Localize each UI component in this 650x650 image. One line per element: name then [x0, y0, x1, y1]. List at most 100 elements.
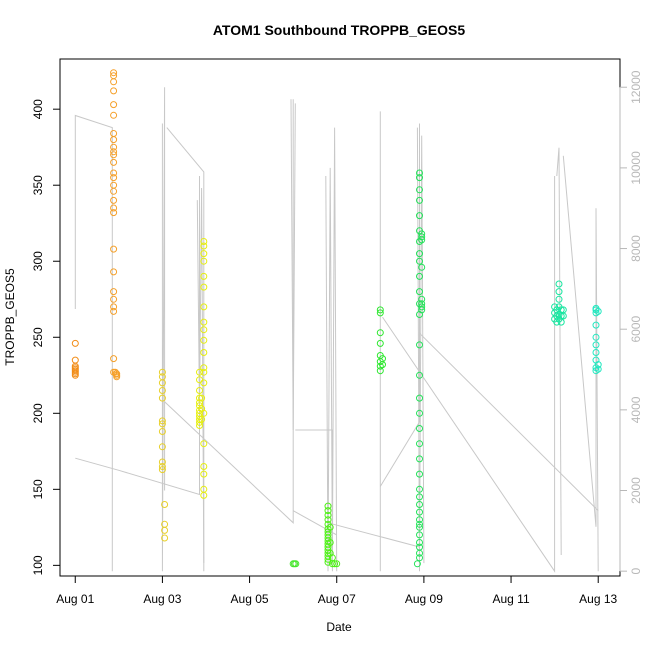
data-point	[158, 394, 166, 402]
data-point	[416, 212, 423, 220]
x-tick-label: Aug 05	[231, 592, 269, 606]
data-point	[196, 422, 203, 429]
secondary-line-segment	[562, 155, 599, 572]
data-point	[110, 268, 118, 276]
data-point	[196, 368, 203, 376]
y2-tick-label: 10000	[629, 151, 643, 185]
data-point	[416, 508, 423, 516]
data-point	[110, 187, 118, 195]
data-point	[71, 339, 79, 347]
data-point	[418, 263, 426, 271]
y-axis: 100 150 200 250 300 350 400	[31, 99, 61, 575]
data-point	[416, 425, 423, 432]
plot-frame	[59, 58, 621, 577]
data-point	[200, 250, 208, 258]
data-point	[592, 349, 600, 356]
data-point	[376, 306, 384, 314]
data-point	[110, 174, 118, 182]
y2-tick-label: 4000	[629, 396, 643, 423]
data-point	[110, 196, 118, 204]
data-point	[324, 558, 332, 566]
data-point	[71, 371, 79, 379]
data-point	[416, 493, 423, 501]
data-point	[416, 520, 423, 528]
data-point	[110, 148, 118, 156]
data-point	[416, 186, 423, 194]
data-point	[110, 111, 118, 119]
data-point	[333, 560, 341, 568]
data-point	[418, 233, 426, 241]
data-point	[200, 409, 208, 417]
data-point	[379, 361, 386, 369]
data-point	[324, 511, 332, 519]
data-point	[158, 443, 166, 451]
data-point	[376, 367, 384, 375]
data-point	[161, 534, 169, 542]
data-point	[592, 341, 600, 349]
data-point	[158, 463, 166, 470]
data-point	[326, 539, 334, 546]
x-tick-label: Aug 03	[143, 592, 181, 606]
data-point	[110, 78, 118, 86]
data-point	[200, 336, 208, 344]
data-point	[110, 143, 118, 151]
data-point	[594, 365, 602, 373]
data-point	[592, 333, 600, 341]
data-point	[71, 356, 79, 364]
data-point	[200, 272, 208, 280]
data-point	[416, 470, 423, 478]
data-point	[200, 326, 208, 334]
data-point	[376, 329, 384, 337]
data-point	[200, 463, 208, 470]
secondary-line-segment	[379, 123, 420, 487]
data-point	[200, 242, 208, 250]
x-tick-label: Aug 11	[492, 592, 529, 606]
data-point	[416, 272, 423, 280]
data-point	[416, 531, 423, 539]
data-point	[200, 440, 208, 448]
y-axis-label: TROPPB_GEOS5	[3, 268, 17, 366]
secondary-line-segment	[161, 87, 166, 572]
data-point	[416, 485, 423, 493]
data-point	[161, 501, 169, 508]
x-tick-label: Aug 09	[405, 592, 443, 606]
secondary-line-segment	[164, 99, 294, 524]
secondary-line-segment	[382, 176, 556, 573]
data-point	[113, 373, 121, 381]
data-point	[200, 303, 208, 311]
data-point	[110, 158, 118, 166]
data-point	[158, 420, 166, 428]
y-tick-label: 400	[31, 99, 45, 119]
data-point	[559, 312, 567, 320]
data-point	[326, 523, 334, 531]
data-point	[200, 364, 208, 372]
data-point	[418, 236, 426, 244]
data-point	[594, 361, 602, 369]
data-point	[324, 502, 332, 510]
data-point	[416, 341, 423, 349]
secondary-line-segment	[416, 127, 425, 572]
y-tick-label: 200	[31, 403, 45, 423]
data-point	[376, 309, 384, 317]
y2-tick-label: 6000	[629, 316, 643, 343]
secondary-line-segment	[556, 147, 562, 556]
secondary-line-segment	[327, 522, 420, 548]
data-point	[200, 349, 208, 356]
data-point	[158, 368, 166, 376]
data-point	[416, 455, 423, 463]
data-point	[555, 288, 563, 296]
data-point	[161, 526, 169, 534]
data-point	[110, 204, 118, 212]
data-point	[200, 283, 208, 291]
data-point	[200, 318, 208, 326]
x-axis-label: Date	[326, 620, 352, 634]
y-tick-label: 350	[31, 175, 45, 195]
data-point	[416, 539, 423, 546]
data-point	[416, 554, 423, 562]
y2-tick-label: 0	[629, 568, 643, 575]
data-point	[158, 379, 166, 387]
data-point	[196, 394, 203, 402]
data-point	[110, 303, 118, 311]
data-point	[200, 368, 208, 376]
